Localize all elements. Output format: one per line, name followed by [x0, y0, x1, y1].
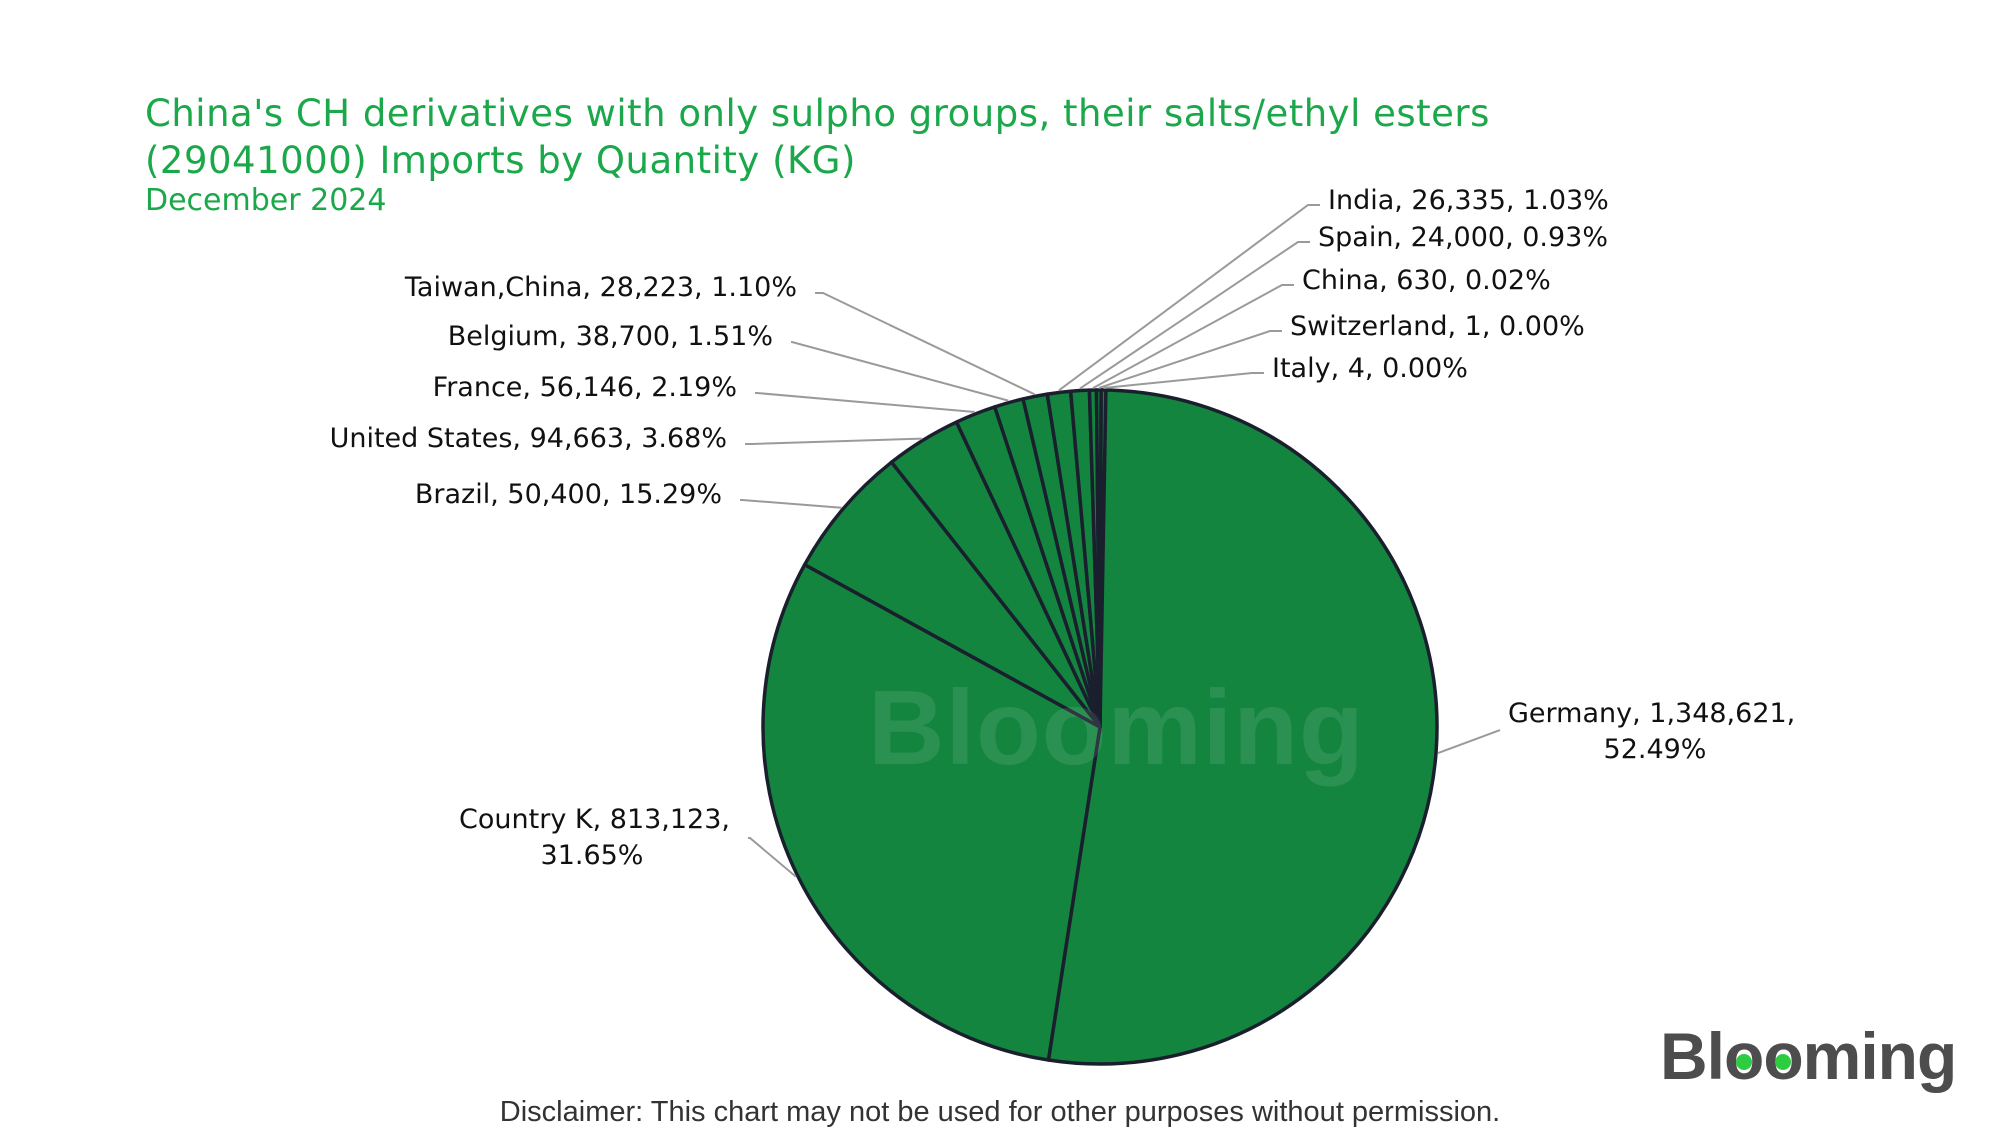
slice-label-brazil: Brazil, 50,400, 15.29% — [415, 479, 722, 510]
leader-line-switzerland — [1098, 330, 1282, 389]
leader-line-germany — [1437, 729, 1501, 754]
slice-percent-germany: 52.49% — [1604, 734, 1707, 765]
slice-label-germany: Germany, 1,348,621, — [1508, 698, 1795, 729]
leader-line-country-k — [748, 837, 797, 878]
pie-slice-brazil — [802, 460, 1102, 729]
chart-title-line-1: China's CH derivatives with only sulpho … — [145, 92, 1490, 135]
blooming-logo: Blooming — [1660, 1019, 1957, 1093]
slice-label-france: France, 56,146, 2.19% — [433, 372, 737, 403]
slice-label-united-states: United States, 94,663, 3.68% — [330, 423, 727, 454]
leader-line-taiwan-china — [815, 292, 1036, 396]
leader-lines — [740, 204, 1501, 878]
chart-title-line-2: (29041000) Imports by Quantity (KG) — [145, 139, 856, 182]
chart-subtitle: December 2024 — [145, 183, 387, 218]
slice-label-china: China, 630, 0.02% — [1302, 265, 1551, 296]
leader-line-france — [755, 392, 975, 414]
slice-label-belgium: Belgium, 38,700, 1.51% — [448, 321, 773, 352]
slice-percent-country-k: 31.65% — [541, 840, 644, 871]
slice-labels: Germany, 1,348,621, 52.49% Country K, 813,… — [330, 185, 1796, 871]
leader-line-india — [1058, 204, 1320, 392]
leader-line-united-states — [745, 437, 922, 445]
slice-label-taiwan-china: Taiwan,China, 28,223, 1.10% — [404, 272, 797, 303]
slice-label-country-k: Country K, 813,123, — [459, 804, 730, 835]
slice-label-italy: Italy, 4, 0.00% — [1272, 353, 1468, 384]
leader-line-china — [1092, 284, 1294, 389]
slice-label-india: India, 26,335, 1.03% — [1328, 185, 1609, 216]
pie-slice-italy — [1098, 388, 1108, 729]
slice-label-switzerland: Switzerland, 1, 0.00% — [1290, 311, 1585, 342]
pie-slice-germany — [1046, 388, 1439, 1066]
pie-slice-country-k — [761, 562, 1102, 1062]
leader-line-brazil — [740, 499, 842, 509]
slice-label-spain: Spain, 24,000, 0.93% — [1318, 222, 1608, 253]
leader-line-italy — [1103, 372, 1264, 390]
disclaimer-text: Disclaimer: This chart may not be used f… — [499, 1096, 1501, 1128]
leader-line-belgium — [791, 341, 1009, 402]
leader-line-spain — [1079, 241, 1310, 390]
pie-slices — [761, 388, 1439, 1066]
